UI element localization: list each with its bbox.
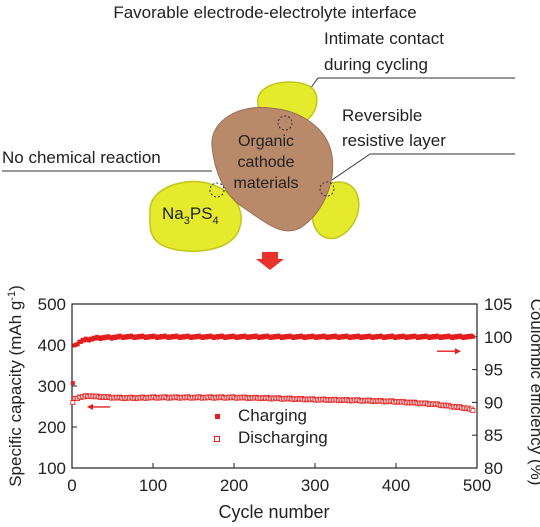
label-reversible-line2: resistive layer xyxy=(342,131,446,150)
cathode-label-line2: cathode xyxy=(238,154,295,171)
legend: Charging Discharging xyxy=(214,406,328,447)
y-axis-right-label: Coulombic efficiency (%) xyxy=(527,299,540,486)
y-right-tick-label: 100 xyxy=(484,328,512,347)
x-tick-label: 0 xyxy=(67,476,76,495)
tick-layer: 0 100 200 300 400 500100200300400500808590951… xyxy=(38,295,513,495)
chart: 0 100 200 300 400 500100200300400500808590951… xyxy=(6,285,540,522)
y-right-tick-label: 80 xyxy=(484,459,503,478)
y-left-tick-label: 200 xyxy=(38,418,66,437)
electrolyte-label-na: Na xyxy=(162,204,184,223)
data-point xyxy=(470,334,475,339)
y-axis-left-label-end: ) xyxy=(6,285,25,291)
electrolyte-particle-left xyxy=(149,180,242,253)
electrolyte-label-sub2: 4 xyxy=(213,215,219,227)
legend-marker-charging xyxy=(215,414,220,419)
right-axis-arrow-icon xyxy=(437,348,461,355)
data-point xyxy=(75,342,80,347)
label-reversible-line1: Reversible xyxy=(342,106,422,125)
x-axis-label: Cycle number xyxy=(218,502,329,522)
x-tick-label: 200 xyxy=(220,476,248,495)
y-right-tick-label: 90 xyxy=(484,393,503,412)
y-axis-left-label-sup: -1 xyxy=(6,291,18,301)
y-axis-left-label-main: Specific capacity (mAh g xyxy=(6,301,25,487)
series-charging xyxy=(70,333,475,386)
data-point xyxy=(470,408,476,414)
schematic-title: Favorable electrode-electrolyte interfac… xyxy=(113,3,416,22)
data-point xyxy=(70,400,76,406)
down-arrow-icon xyxy=(256,252,284,270)
interface-circle-right xyxy=(319,181,335,197)
legend-label-charging: Charging xyxy=(238,406,307,425)
x-tick-label: 100 xyxy=(139,476,167,495)
interface-circle-left xyxy=(209,182,225,198)
legend-marker-discharging xyxy=(214,436,220,442)
y-left-tick-label: 400 xyxy=(38,336,66,355)
interface-circle-top xyxy=(277,115,293,131)
schematic: Favorable electrode-electrolyte interfac… xyxy=(2,3,515,270)
series-layer xyxy=(70,333,476,414)
y-axis-left-label: Specific capacity (mAh g-1) xyxy=(6,285,25,487)
electrolyte-label-sub1: 3 xyxy=(184,215,190,227)
cathode-label-line1: Organic xyxy=(238,133,294,150)
cathode-particle xyxy=(211,106,334,232)
legend-label-discharging: Discharging xyxy=(238,428,328,447)
series-discharging xyxy=(70,393,476,414)
x-tick-label: 300 xyxy=(301,476,329,495)
y-right-tick-label: 105 xyxy=(484,295,512,314)
x-tick-label: 500 xyxy=(463,476,491,495)
y-right-tick-label: 95 xyxy=(484,361,503,380)
reversible-callout-line xyxy=(331,153,371,181)
y-left-tick-label: 500 xyxy=(38,295,66,314)
data-point xyxy=(78,339,83,344)
electrolyte-label: Na3PS4 xyxy=(162,204,219,227)
data-point xyxy=(70,381,75,386)
x-tick-label: 400 xyxy=(382,476,410,495)
y-right-tick-label: 85 xyxy=(484,426,503,445)
y-left-tick-label: 300 xyxy=(38,377,66,396)
label-contact-line1: Intimate contact xyxy=(324,29,444,48)
left-axis-arrow-icon xyxy=(87,403,110,410)
y-left-tick-label: 100 xyxy=(38,459,66,478)
label-contact-line2: during cycling xyxy=(324,55,428,74)
label-no-reaction: No chemical reaction xyxy=(2,148,161,167)
electrolyte-label-ps: PS xyxy=(190,204,213,223)
cathode-label-line3: materials xyxy=(234,175,299,192)
